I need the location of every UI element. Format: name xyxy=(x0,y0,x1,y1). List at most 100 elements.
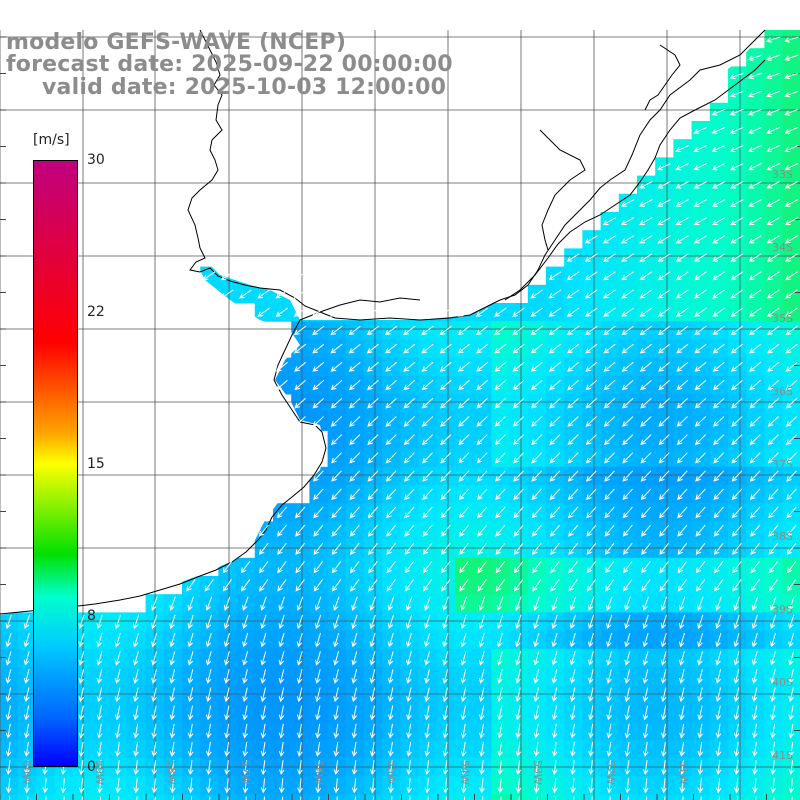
wind-arrow xyxy=(331,506,342,519)
wind-arrow xyxy=(513,524,524,537)
wind-arrow xyxy=(536,796,538,800)
wind-arrow xyxy=(458,488,470,501)
wind-arrow xyxy=(460,632,467,648)
wind-arrow xyxy=(677,506,688,519)
wind-arrow xyxy=(660,651,667,666)
wind-arrow xyxy=(786,524,797,537)
wind-arrow xyxy=(403,452,415,464)
wind-arrow xyxy=(441,579,451,592)
wind-arrow xyxy=(660,669,667,684)
colorbar-tick-15: 15 xyxy=(87,456,105,472)
wind-arrow xyxy=(494,325,507,336)
wind-arrow xyxy=(421,361,434,372)
wind-arrow xyxy=(223,596,231,611)
wind-arrow xyxy=(695,470,706,482)
wind-arrow xyxy=(403,398,416,409)
wind-arrow xyxy=(458,506,470,519)
wind-arrow xyxy=(640,470,652,482)
wind-arrow xyxy=(114,705,121,721)
lat-label: 36S xyxy=(772,385,793,398)
wind-arrow xyxy=(187,760,194,776)
wind-arrow xyxy=(154,796,156,800)
wind-arrow xyxy=(639,325,652,336)
wind-arrow xyxy=(621,379,634,391)
wind-arrow xyxy=(694,289,707,299)
wind-arrow xyxy=(242,632,249,648)
wind-arrow xyxy=(715,705,722,721)
wind-arrow xyxy=(660,687,667,703)
wind-arrow xyxy=(151,614,158,630)
wind-arrow xyxy=(477,579,487,592)
wind-arrow xyxy=(295,524,306,537)
wind-arrow xyxy=(733,669,740,684)
wind-arrow xyxy=(639,235,653,244)
wind-arrow xyxy=(642,760,649,776)
wind-arrow xyxy=(549,452,561,464)
wind-arrow xyxy=(586,524,597,537)
wind-arrow xyxy=(712,235,726,244)
wind-arrow xyxy=(475,307,489,317)
wind-arrow xyxy=(151,705,157,721)
wind-arrow xyxy=(785,416,798,427)
wind-arrow xyxy=(5,614,12,630)
wind-arrow xyxy=(766,253,780,262)
wind-arrow xyxy=(784,235,798,244)
wind-arrow xyxy=(406,778,413,794)
wind-arrow xyxy=(748,162,762,171)
wind-arrow xyxy=(749,470,761,482)
wind-arrow xyxy=(277,561,287,574)
wind-arrow xyxy=(496,632,503,648)
wind-arrow xyxy=(658,398,670,409)
wind-arrow xyxy=(369,596,376,611)
wind-arrow xyxy=(494,416,506,427)
wind-arrow xyxy=(533,632,540,648)
wind-arrow xyxy=(118,796,120,800)
wind-arrow xyxy=(331,524,342,537)
wind-arrow xyxy=(766,126,781,134)
wind-arrow xyxy=(604,561,615,574)
wind-arrow xyxy=(661,778,667,794)
wind-arrow xyxy=(151,669,157,684)
wind-arrow xyxy=(187,778,194,794)
wind-arrow xyxy=(60,778,67,794)
wind-arrow xyxy=(603,307,616,317)
wind-arrow xyxy=(567,452,579,464)
wind-arrow xyxy=(333,705,339,721)
wind-arrow xyxy=(679,651,685,666)
wind-arrow xyxy=(459,561,469,574)
wind-arrow xyxy=(627,796,629,800)
wind-arrow xyxy=(227,796,229,800)
wind-arrow xyxy=(569,632,576,648)
wind-arrow xyxy=(694,416,707,427)
wind-arrow xyxy=(712,307,725,317)
wind-arrow xyxy=(497,760,503,776)
wind-arrow xyxy=(476,488,488,501)
wind-arrow xyxy=(460,741,467,757)
wind-arrow xyxy=(512,325,525,336)
wind-arrow xyxy=(697,632,704,648)
wind-arrow xyxy=(169,632,176,648)
colorbar-tick-8: 8 xyxy=(87,608,96,624)
wind-arrow xyxy=(133,687,139,703)
land-mask xyxy=(0,0,765,615)
wind-arrow xyxy=(604,542,615,556)
wind-arrow xyxy=(660,705,667,721)
wind-arrow xyxy=(584,253,598,262)
wind-arrow xyxy=(23,705,30,721)
colorbar xyxy=(33,160,78,767)
wind-arrow xyxy=(531,416,543,427)
wind-arrow xyxy=(641,579,651,592)
wind-arrow xyxy=(693,199,708,207)
wind-arrow xyxy=(765,54,781,61)
wind-arrow xyxy=(640,524,651,537)
wind-arrow xyxy=(494,452,506,464)
wind-arrow xyxy=(295,506,306,519)
wind-arrow xyxy=(786,542,797,556)
wind-arrow xyxy=(351,596,358,611)
wind-arrow xyxy=(585,379,598,391)
wind-arrow xyxy=(351,687,358,703)
wind-arrow xyxy=(421,416,434,427)
wind-arrow xyxy=(657,199,671,207)
wind-arrow xyxy=(585,416,597,427)
wind-arrow xyxy=(642,723,649,739)
